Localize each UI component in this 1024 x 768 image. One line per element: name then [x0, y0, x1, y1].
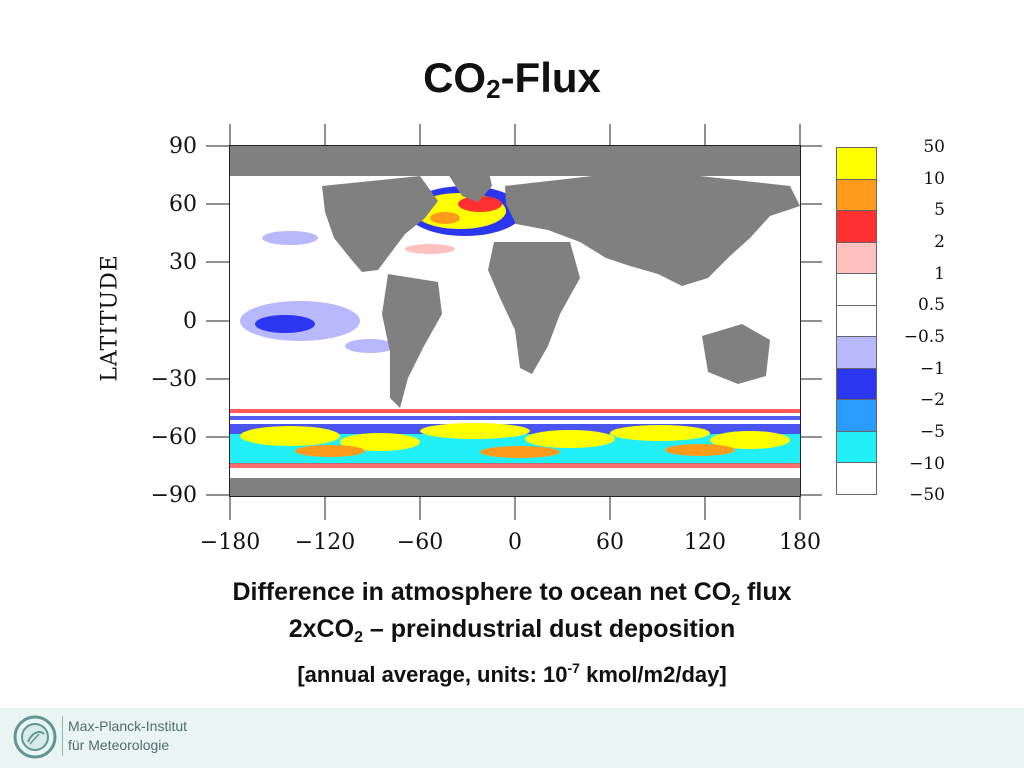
colorbar-label: −10 [909, 454, 945, 474]
caption-2-suffix: – preindustrial dust deposition [362, 615, 736, 643]
x-tick-label: 60 [596, 530, 624, 555]
greenland-landmass [448, 168, 492, 202]
colorbar-label: 0.5 [917, 295, 945, 315]
caption-line-1: Difference in atmosphere to ocean net CO… [0, 578, 1024, 610]
caption-line-3: [annual average, units: 10-7 kmol/m2/day… [0, 660, 1024, 688]
arctic-land [230, 146, 800, 176]
caption-line-2: 2xCO2 – preindustrial dust deposition [0, 615, 1024, 647]
colorbar-swatch [836, 430, 877, 462]
colorbar-label: 50 [923, 137, 945, 157]
x-tick-label: −180 [199, 530, 261, 555]
page-title: CO2-Flux [0, 54, 1024, 105]
southern-ocean-anomaly [230, 409, 800, 468]
australia-landmass [702, 324, 770, 384]
y-tick-label: 0 [183, 309, 197, 334]
caption-2-text: 2xCO [288, 615, 355, 643]
y-tick-label: 60 [169, 192, 197, 217]
y-tick-label: −90 [150, 483, 197, 508]
africa-landmass [488, 242, 580, 374]
caption-1-suffix: flux [740, 578, 792, 606]
colorbar-label: 2 [934, 232, 945, 252]
caption-2-sub: 2 [354, 629, 363, 646]
colorbar-swatch [836, 367, 877, 399]
colorbar-label: −1 [919, 359, 945, 379]
colorbar-label: −0.5 [903, 327, 945, 347]
map-plot [230, 146, 800, 496]
x-tick-label: 180 [779, 530, 821, 555]
north-america-landmass [322, 176, 438, 272]
colorbar-swatch [836, 178, 877, 210]
colorbar-label: 1 [934, 264, 945, 284]
x-tick-label: −60 [396, 530, 444, 555]
colorbar-swatch [836, 462, 877, 495]
colorbar-label: 5 [934, 200, 945, 220]
x-tick-label: −120 [294, 530, 356, 555]
y-tick-label: −60 [150, 425, 197, 450]
colorbar-label: −5 [919, 422, 945, 442]
continents [322, 168, 800, 408]
caption-1-text: Difference in atmosphere to ocean net CO [232, 578, 732, 606]
mpi-logo-icon [13, 715, 57, 759]
pacific-anomaly [240, 231, 395, 353]
footer-bar [0, 708, 1024, 768]
x-tick-label: 0 [508, 530, 522, 555]
colorbar-swatch [836, 304, 877, 336]
caption-3-suffix: kmol/m2/day] [579, 662, 727, 687]
antarctica-landmass [230, 478, 800, 496]
y-tick-label: 30 [169, 250, 197, 275]
caption-3-sup: -7 [567, 660, 580, 676]
colorbar-swatch [836, 336, 877, 368]
title-text: CO [423, 54, 487, 101]
institute-name: Max-Planck-Institut [68, 718, 188, 734]
colorbar-swatch [836, 399, 877, 431]
colorbar-swatch [836, 273, 877, 305]
footer-divider [62, 716, 63, 756]
x-tick-label: 120 [684, 530, 726, 555]
colorbar-label: −2 [919, 390, 945, 410]
y-tick-label: 90 [169, 134, 197, 159]
institute-subname: für Meteorologie [68, 737, 170, 753]
title-suffix: -Flux [500, 54, 601, 101]
colorbar-label: 10 [923, 169, 945, 189]
caption-3-text: [annual average, units: 10 [297, 662, 568, 687]
colorbar-label: −50 [909, 485, 945, 505]
colorbar [836, 147, 877, 495]
colorbar-swatch [836, 210, 877, 242]
colorbar-swatch [836, 147, 877, 179]
y-tick-label: −30 [150, 367, 197, 392]
title-subscript: 2 [486, 74, 501, 104]
caption-1-sub: 2 [731, 592, 741, 609]
colorbar-swatch [836, 241, 877, 273]
south-america-landmass [382, 274, 442, 408]
eurasia-landmass [505, 174, 800, 286]
